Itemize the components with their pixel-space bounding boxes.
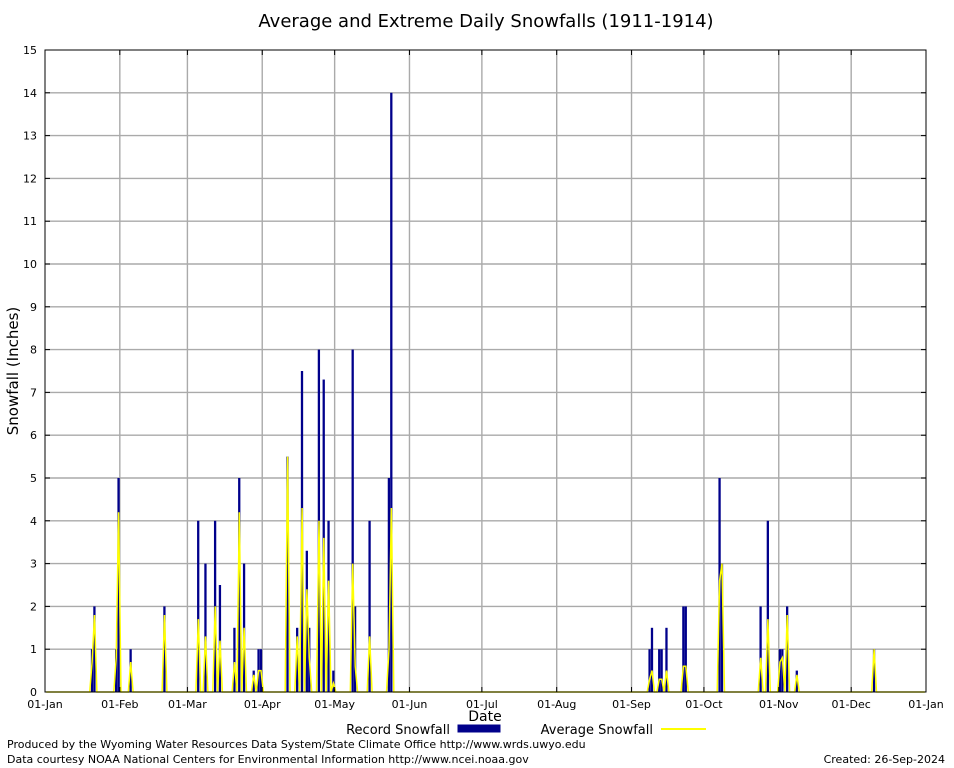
x-tick-label: 01-Nov	[759, 698, 799, 711]
record-bar	[658, 649, 661, 692]
record-bar	[286, 456, 289, 692]
record-bar	[163, 606, 166, 692]
legend-label-average: Average Snowfall	[541, 723, 653, 738]
x-tick-label: 01-Feb	[101, 698, 138, 711]
record-bar	[682, 606, 685, 692]
x-axis-ticks: 01-Jan 01-Feb 01-Mar 01-Apr 01-May 01-Jun 01-J…	[27, 50, 944, 711]
footer-produced-by: Produced by the Wyoming Water Resources …	[7, 738, 586, 751]
record-bar	[93, 606, 96, 692]
x-tick-label: 01-Apr	[244, 698, 281, 711]
record-bar	[296, 627, 299, 692]
record-bar	[781, 649, 784, 692]
y-tick-label: 13	[23, 130, 37, 143]
record-bar	[368, 520, 371, 692]
record-bar	[872, 649, 876, 692]
footer-courtesy: Data courtesy NOAA National Centers for …	[7, 753, 529, 766]
record-bar	[650, 627, 654, 692]
record-bar	[197, 520, 200, 692]
legend-swatch-record	[457, 724, 501, 733]
record-bar	[238, 478, 241, 692]
record-bar	[720, 563, 724, 692]
x-tick-label: 01-Mar	[168, 698, 207, 711]
record-bar	[233, 627, 236, 692]
legend: Record Snowfall Average Snowfall	[346, 723, 706, 738]
gridlines	[45, 50, 926, 692]
y-tick-label: 4	[30, 515, 37, 528]
y-tick-label: 2	[30, 600, 37, 613]
record-bar	[204, 563, 207, 692]
record-bar	[684, 606, 687, 692]
record-bar	[351, 349, 354, 692]
record-bar	[322, 379, 325, 692]
y-tick-label: 3	[30, 558, 37, 571]
record-bar	[648, 649, 651, 692]
y-tick-label: 12	[23, 172, 37, 185]
y-tick-label: 5	[30, 472, 37, 485]
record-bar	[795, 670, 798, 692]
x-tick-label: 01-May	[314, 698, 355, 711]
y-tick-label: 7	[30, 386, 37, 399]
x-axis-label: Date	[468, 709, 501, 725]
x-tick-label: 01-Dec	[832, 698, 871, 711]
x-tick-label: 01-Jun	[392, 698, 428, 711]
plot-frame	[44, 49, 927, 693]
x-tick-label: 01-Sep	[612, 698, 651, 711]
y-tick-label: 1	[30, 643, 37, 656]
y-tick-label: 15	[23, 44, 37, 57]
record-bar	[117, 478, 120, 692]
x-tick-label: 01-Jan	[908, 698, 944, 711]
record-bar	[114, 649, 118, 692]
y-tick-label: 9	[30, 301, 37, 314]
y-tick-label: 11	[23, 215, 37, 228]
legend-label-record: Record Snowfall	[346, 723, 450, 738]
x-tick-label: 01-Aug	[537, 698, 576, 711]
chart-title: Average and Extreme Daily Snowfalls (191…	[258, 11, 713, 32]
record-bar	[759, 606, 762, 692]
record-bar	[252, 670, 255, 692]
record-bar	[218, 585, 222, 692]
x-tick-label: 01-Oct	[685, 698, 723, 711]
record-bar	[766, 520, 769, 692]
x-tick-label: 01-Jan	[27, 698, 63, 711]
record-bar	[665, 627, 668, 692]
record-bar	[660, 649, 663, 692]
y-tick-label: 0	[30, 686, 37, 699]
y-tick-label: 14	[23, 87, 37, 100]
y-tick-label: 8	[30, 344, 37, 357]
y-tick-label: 10	[23, 258, 37, 271]
average-line	[46, 456, 925, 693]
y-tick-label: 6	[30, 429, 37, 442]
y-axis-label: Snowfall (Inches)	[4, 307, 22, 435]
x-tick-label: 01-Jul	[466, 698, 498, 711]
record-bar	[387, 478, 391, 692]
record-bar	[786, 606, 789, 692]
footer-created: Created: 26-Sep-2024	[823, 753, 945, 766]
record-bar	[390, 92, 393, 693]
